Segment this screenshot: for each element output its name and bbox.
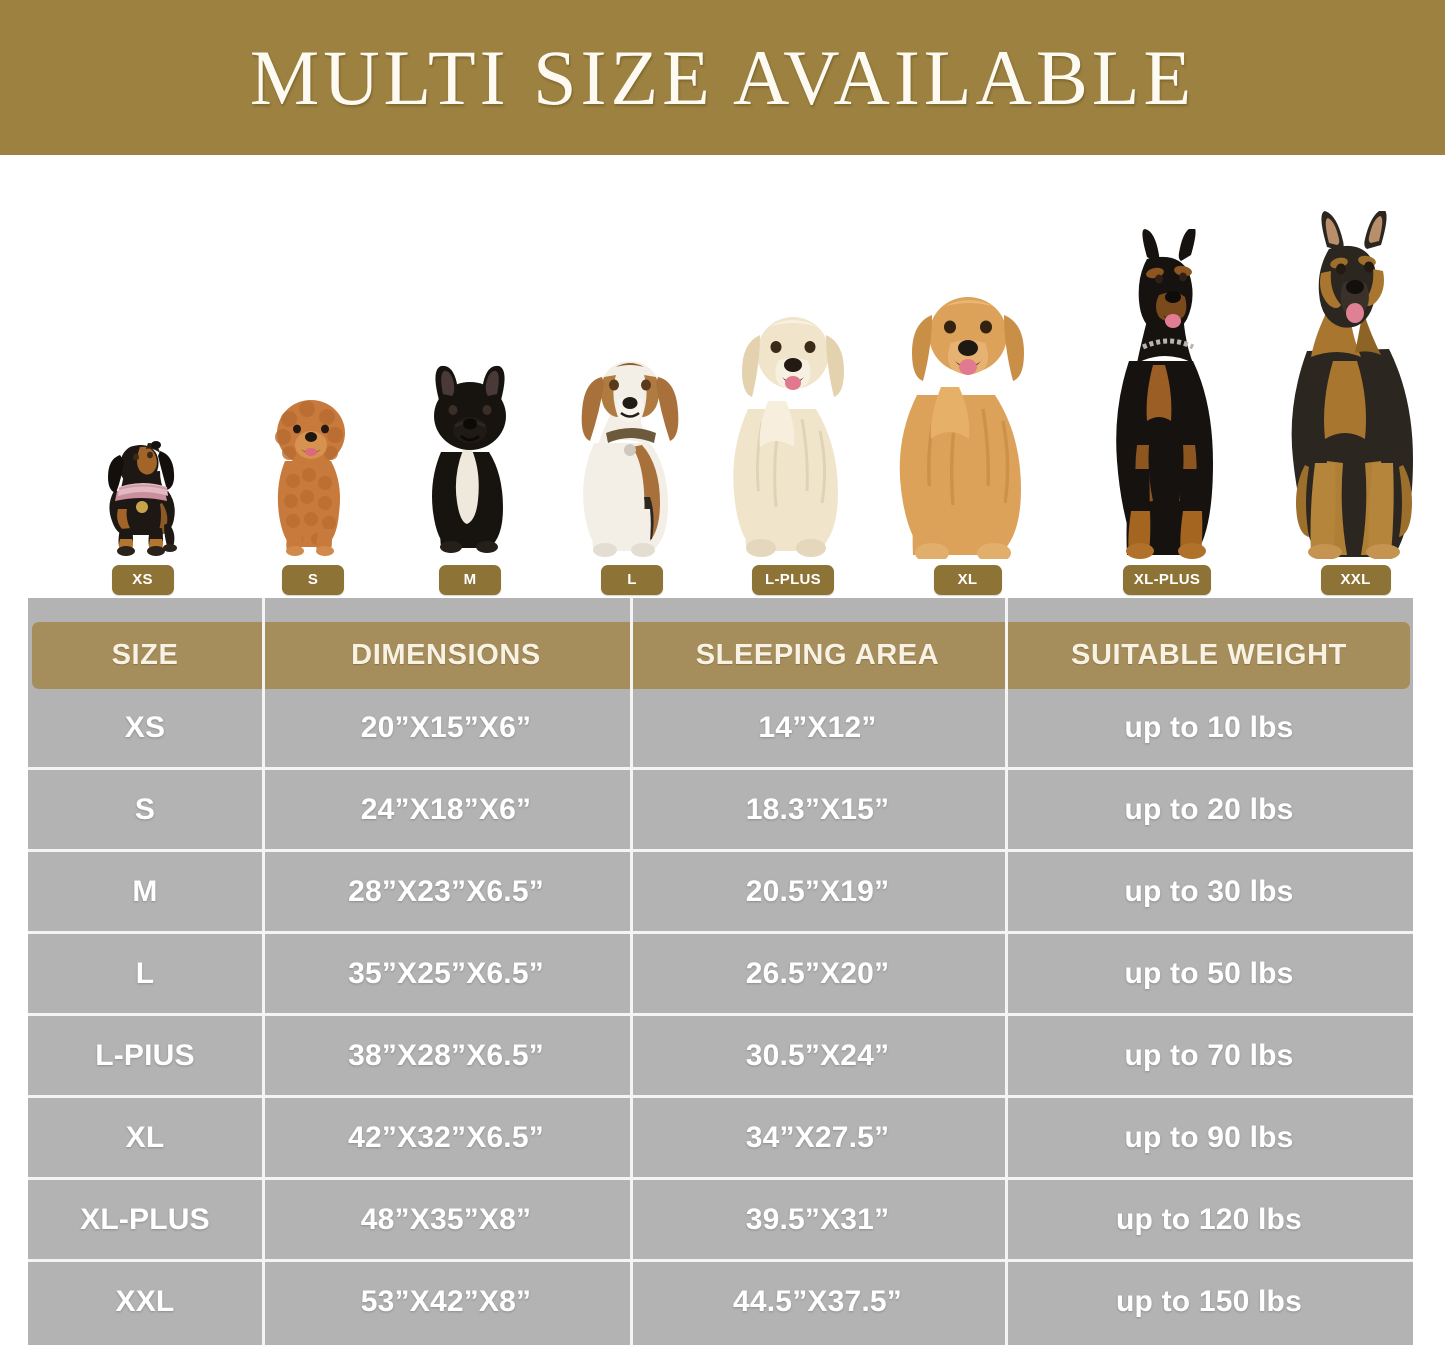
table-row: XL-PLUS 48”X35”X8” 39.5”X31” up to 120 l… (28, 1180, 1413, 1259)
size-badge-l-plus: L-PLUS (752, 565, 834, 595)
cell-size: XXL (115, 1284, 175, 1318)
row-divider (28, 849, 1413, 852)
dog-column-xl: XL (880, 269, 1055, 595)
column-header-suitable-weight: SUITABLE WEIGHT (1071, 639, 1347, 671)
cell-dimensions: 35”X25”X6.5” (348, 956, 544, 990)
dog-column-xxl: XXL (1268, 211, 1443, 595)
table-header-row: SIZE DIMENSIONS SLEEPING AREA SUITABLE W… (28, 622, 1413, 689)
table-row: XXL 53”X42”X8” 44.5”X37.5” up to 150 lbs (28, 1262, 1413, 1341)
size-badge-xl-plus: XL-PLUS (1123, 565, 1211, 595)
cell-suitable-weight: up to 120 lbs (1116, 1202, 1302, 1236)
row-divider (28, 1095, 1413, 1098)
size-badge-l: L (601, 565, 663, 595)
cell-suitable-weight: up to 70 lbs (1124, 1038, 1294, 1072)
cell-sleeping-area: 39.5”X31” (745, 1202, 890, 1236)
cell-sleeping-area: 14”X12” (758, 710, 877, 744)
cell-dimensions: 53”X42”X8” (360, 1284, 532, 1318)
cell-size: XS (124, 710, 166, 744)
row-divider (28, 1259, 1413, 1262)
golden-retriever-illustration (899, 297, 1024, 559)
table-row: L-PIUS 38”X28”X6.5” 30.5”X24” up to 70 l… (28, 1016, 1413, 1095)
cell-dimensions: 20”X15”X6” (360, 710, 532, 744)
row-divider (28, 1013, 1413, 1016)
cell-sleeping-area: 18.3”X15” (745, 792, 890, 826)
table-row: M 28”X23”X6.5” 20.5”X19” up to 30 lbs (28, 852, 1413, 931)
cell-sleeping-area: 34”X27.5” (745, 1120, 890, 1154)
size-chart-table: SIZE DIMENSIONS SLEEPING AREA SUITABLE W… (28, 598, 1413, 1345)
cell-size: M (132, 874, 158, 908)
dog-column-l-plus: L-PLUS (713, 291, 873, 595)
cell-sleeping-area: 20.5”X19” (745, 874, 890, 908)
column-header-dimensions: DIMENSIONS (351, 639, 541, 671)
cell-dimensions: 24”X18”X6” (360, 792, 532, 826)
column-divider-2 (630, 598, 633, 1345)
size-badge-xl: XL (933, 565, 1002, 595)
cell-size: S (134, 792, 156, 826)
dog-column-m: M (405, 364, 535, 595)
cell-size: L-PIUS (95, 1038, 195, 1072)
column-divider-3 (1005, 598, 1008, 1345)
table-header-band (32, 622, 1410, 689)
column-header-sleeping-area: SLEEPING AREA (695, 639, 940, 671)
cell-suitable-weight: up to 10 lbs (1124, 710, 1294, 744)
cell-suitable-weight: up to 20 lbs (1124, 792, 1294, 826)
cell-dimensions: 48”X35”X8” (360, 1202, 532, 1236)
cell-suitable-weight: up to 30 lbs (1124, 874, 1294, 908)
size-badge-xs: XS (111, 565, 174, 595)
french-bulldog-illustration (432, 365, 506, 553)
row-divider (28, 767, 1413, 770)
cell-size: XL (125, 1120, 165, 1154)
cell-dimensions: 42”X32”X6.5” (348, 1120, 544, 1154)
german-shepherd-illustration (1291, 211, 1413, 559)
golden-retriever-cream-illustration (733, 317, 844, 557)
cell-suitable-weight: up to 50 lbs (1124, 956, 1294, 990)
table-row: XL 42”X32”X6.5” 34”X27.5” up to 90 lbs (28, 1098, 1413, 1177)
cell-suitable-weight: up to 90 lbs (1124, 1120, 1294, 1154)
table-row: S 24”X18”X6” 18.3”X15” up to 20 lbs (28, 770, 1413, 849)
page-title: MULTI SIZE AVAILABLE (249, 33, 1196, 121)
beagle-illustration (581, 361, 679, 557)
cell-suitable-weight: up to 150 lbs (1116, 1284, 1302, 1318)
cell-sleeping-area: 44.5”X37.5” (733, 1284, 902, 1318)
size-badge-s: S (282, 565, 344, 595)
cell-sleeping-area: 26.5”X20” (745, 956, 890, 990)
dog-lineup: XS (0, 155, 1445, 595)
doberman-illustration (1116, 229, 1213, 559)
row-divider (28, 1177, 1413, 1180)
table-row: L 35”X25”X6.5” 26.5”X20” up to 50 lbs (28, 934, 1413, 1013)
cell-dimensions: 38”X28”X6.5” (348, 1038, 544, 1072)
column-header-size: SIZE (111, 639, 179, 671)
size-badge-m: M (439, 565, 501, 595)
dachshund-illustration (107, 441, 177, 556)
size-badge-xxl: XXL (1320, 565, 1391, 595)
page-banner: MULTI SIZE AVAILABLE (0, 0, 1445, 155)
dog-column-l: L (558, 347, 706, 595)
dog-column-xs: XS (75, 429, 210, 595)
cell-dimensions: 28”X23”X6.5” (348, 874, 544, 908)
dog-column-s: S (253, 389, 373, 595)
cell-sleeping-area: 30.5”X24” (745, 1038, 890, 1072)
column-divider-1 (262, 598, 265, 1345)
row-divider (28, 931, 1413, 934)
cell-size: XL-PLUS (80, 1202, 210, 1236)
table-row: XS 20”X15”X6” 14”X12” up to 10 lbs (28, 688, 1413, 767)
dog-column-xl-plus: XL-PLUS (1087, 229, 1247, 595)
cell-size: L (135, 956, 155, 990)
toy-poodle-illustration (275, 400, 345, 556)
